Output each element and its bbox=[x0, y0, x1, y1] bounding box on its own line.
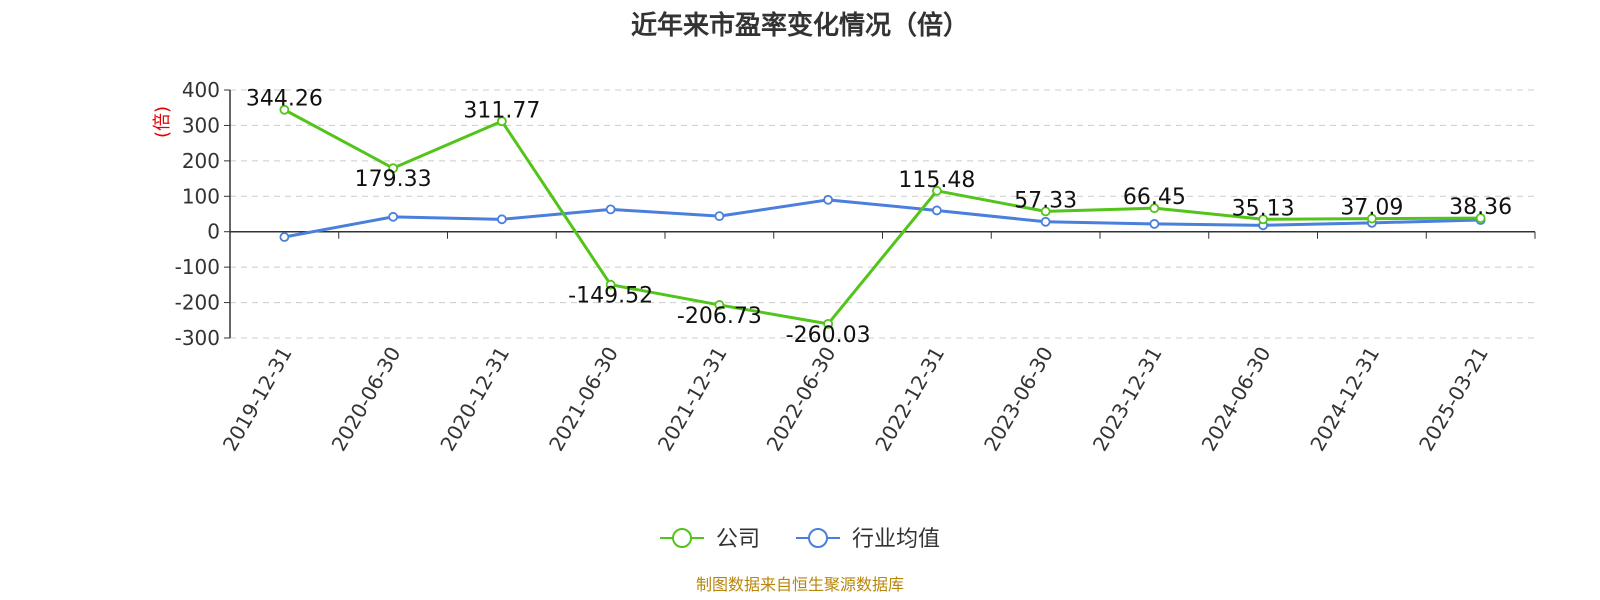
data-label: 66.45 bbox=[1123, 185, 1186, 210]
x-tick-label: 2024-06-30 bbox=[1197, 343, 1276, 456]
x-tick-label: 2023-06-30 bbox=[979, 343, 1058, 456]
grid-lines bbox=[230, 89, 1535, 339]
x-tick-label: 2020-06-30 bbox=[327, 343, 406, 456]
x-tick-label: 2022-06-30 bbox=[762, 343, 841, 456]
data-source-note: 制图数据来自恒生聚源数据库 bbox=[696, 575, 904, 594]
data-label: 38.36 bbox=[1449, 195, 1512, 220]
data-point bbox=[931, 185, 942, 196]
x-tick-label: 2022-12-31 bbox=[870, 343, 949, 456]
data-point bbox=[388, 163, 399, 174]
legend-item: 公司 bbox=[660, 527, 760, 552]
data-label: -206.73 bbox=[677, 304, 762, 329]
y-tick-label: 300 bbox=[182, 113, 220, 137]
data-point bbox=[605, 204, 616, 215]
data-label: 35.13 bbox=[1232, 196, 1295, 221]
legend-item: 行业均值 bbox=[796, 527, 940, 552]
data-point bbox=[823, 318, 834, 329]
data-label: 179.33 bbox=[355, 167, 432, 192]
data-point bbox=[1149, 219, 1160, 229]
x-tick-label: 2020-12-31 bbox=[435, 343, 514, 456]
data-point bbox=[1040, 206, 1051, 217]
y-tick-label: 100 bbox=[182, 184, 220, 208]
chart-title: 近年来市盈率变化情况（倍） bbox=[631, 10, 969, 41]
data-point bbox=[388, 211, 399, 222]
y-tick-label: -300 bbox=[175, 326, 220, 350]
series-group: 344.26 179.33 311.77 -149.52 -206.73 -260.03 1… bbox=[246, 87, 1512, 348]
data-point bbox=[279, 232, 290, 242]
x-tick-label: 2021-06-30 bbox=[544, 343, 623, 456]
data-point bbox=[714, 300, 725, 310]
series-line bbox=[284, 198, 1481, 239]
series-company bbox=[279, 104, 1486, 329]
data-point bbox=[1149, 203, 1160, 214]
data-point bbox=[496, 214, 507, 225]
y-axis-unit: (倍) bbox=[152, 106, 173, 138]
y-tick-label: 200 bbox=[182, 149, 220, 173]
data-label: 57.33 bbox=[1014, 188, 1077, 213]
data-point bbox=[931, 205, 942, 216]
legend-label: 公司 bbox=[716, 527, 760, 552]
data-point bbox=[823, 194, 834, 205]
data-point bbox=[496, 116, 507, 127]
data-point bbox=[1258, 214, 1269, 225]
data-label: 115.48 bbox=[898, 168, 975, 193]
legend-marker bbox=[672, 528, 692, 548]
data-label: 311.77 bbox=[463, 98, 540, 123]
legend: 公司 行业均值 bbox=[660, 527, 940, 552]
x-tick-label: 2021-12-31 bbox=[653, 343, 732, 456]
series-line bbox=[283, 108, 1481, 326]
data-label: 37.09 bbox=[1340, 196, 1403, 221]
data-point bbox=[1040, 216, 1051, 227]
x-tick-label: 2025-03-21 bbox=[1414, 343, 1493, 456]
data-label: 344.26 bbox=[246, 87, 323, 112]
legend-label: 行业均值 bbox=[852, 527, 940, 552]
y-tick-label: -200 bbox=[175, 291, 220, 315]
data-point bbox=[605, 279, 616, 290]
y-tick-label: 0 bbox=[207, 220, 220, 244]
data-point bbox=[1366, 213, 1377, 224]
y-axis-ticks: 400 300 200 100 0 -100 -200 -300 bbox=[175, 78, 230, 350]
data-label: -149.52 bbox=[568, 284, 653, 309]
data-point bbox=[279, 104, 290, 115]
legend-marker bbox=[808, 528, 828, 548]
x-tick-label: 2023-12-31 bbox=[1088, 343, 1167, 456]
data-point bbox=[1475, 213, 1486, 224]
data-label: -260.03 bbox=[786, 323, 871, 348]
axes bbox=[229, 90, 1535, 338]
y-tick-label: 400 bbox=[182, 78, 220, 102]
data-point bbox=[714, 211, 725, 222]
x-tick-label: 2019-12-31 bbox=[218, 343, 297, 456]
y-tick-label: -100 bbox=[175, 255, 220, 279]
x-tick-label: 2024-12-31 bbox=[1305, 343, 1384, 456]
